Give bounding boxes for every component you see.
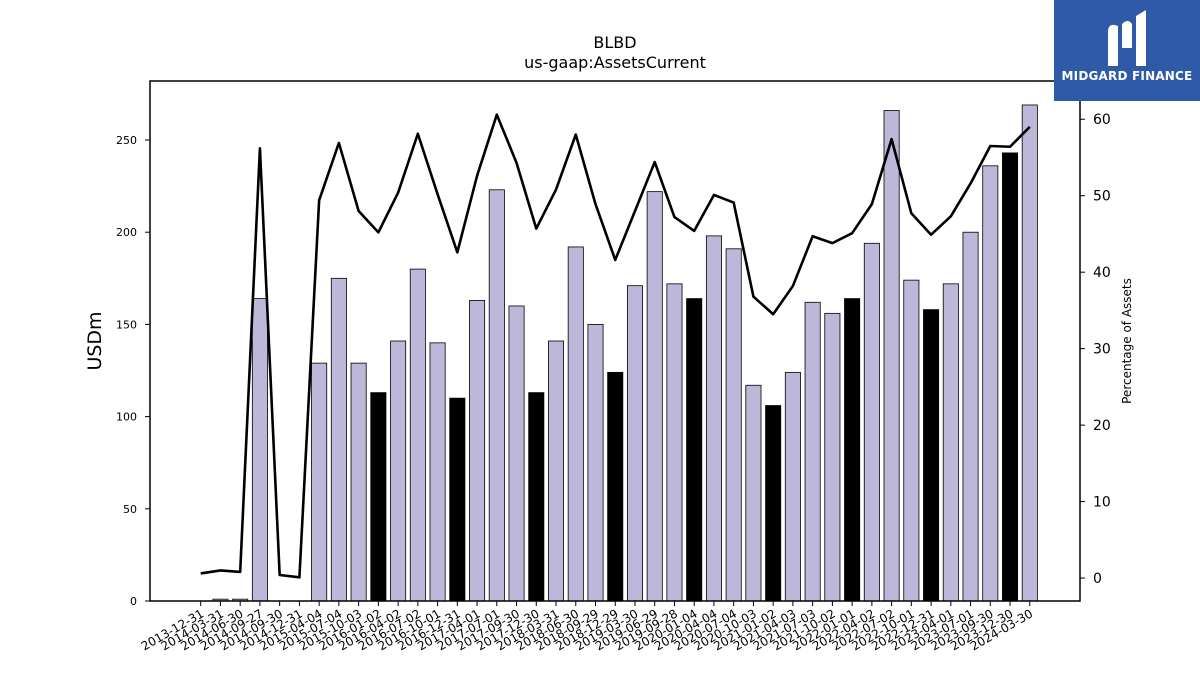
bar (745, 384, 762, 602)
percentage-line (200, 113, 1031, 579)
bar (330, 277, 347, 602)
bar (666, 283, 683, 602)
y-tick-label: 0 (130, 595, 137, 608)
bar (686, 298, 703, 602)
bar (824, 312, 841, 602)
bar (607, 371, 624, 602)
chart-title: BLBD (593, 33, 636, 52)
y-axis-label: USDm (84, 311, 106, 370)
bar (567, 246, 584, 602)
bar (725, 248, 742, 602)
bar (409, 268, 426, 602)
bar (548, 340, 565, 602)
bar (863, 242, 880, 602)
y2-tick-label: 60 (1093, 112, 1111, 128)
bar (1021, 104, 1038, 602)
bar (528, 392, 545, 602)
y2-tick-label: 50 (1093, 189, 1111, 205)
y-tick-label: 50 (123, 503, 137, 516)
y2-tick-label: 10 (1093, 495, 1111, 511)
bar (982, 165, 999, 602)
brand-logo: MIDGARD FINANCE (1054, 0, 1200, 101)
y-axis-left: 0 50 100 150 200 250 (116, 134, 150, 608)
x-axis: 2013-12-312014-03-312014-06-302014-09-27… (139, 601, 1035, 653)
bar (903, 279, 920, 602)
bar (844, 298, 861, 602)
bar (508, 305, 525, 602)
logo-mark-icon (1108, 10, 1146, 66)
bar (1002, 152, 1019, 602)
y2-tick-label: 0 (1093, 571, 1102, 587)
bar (370, 392, 387, 602)
bar (469, 300, 486, 602)
bar (923, 309, 940, 602)
bar (942, 283, 959, 602)
y2-axis-label: Percentage of Assets (1120, 278, 1134, 404)
bar (251, 298, 268, 602)
bar (804, 301, 821, 602)
bar (705, 235, 722, 602)
bar (784, 371, 801, 602)
bar (488, 189, 505, 602)
bar (962, 231, 979, 602)
bar (765, 405, 782, 602)
bar (350, 362, 367, 602)
bar-series (212, 104, 1038, 602)
y-axis-right: 0 10 20 30 40 50 60 (1080, 112, 1111, 587)
line-series (200, 113, 1031, 579)
y-tick-label: 150 (116, 318, 137, 331)
bar (646, 191, 663, 602)
bar (449, 397, 466, 602)
y2-tick-label: 30 (1093, 342, 1111, 358)
bar (390, 340, 407, 602)
y-tick-label: 100 (116, 411, 137, 424)
y-tick-label: 200 (116, 226, 137, 239)
bar (429, 342, 446, 602)
y-tick-label: 250 (116, 134, 137, 147)
bar (883, 110, 900, 602)
bar (311, 362, 328, 602)
bar (626, 285, 643, 602)
y2-tick-label: 40 (1093, 265, 1111, 281)
bar (587, 323, 604, 602)
y2-tick-label: 20 (1093, 418, 1111, 434)
logo-text: MIDGARD FINANCE (1061, 69, 1193, 83)
chart-subtitle: us-gaap:AssetsCurrent (524, 53, 706, 72)
